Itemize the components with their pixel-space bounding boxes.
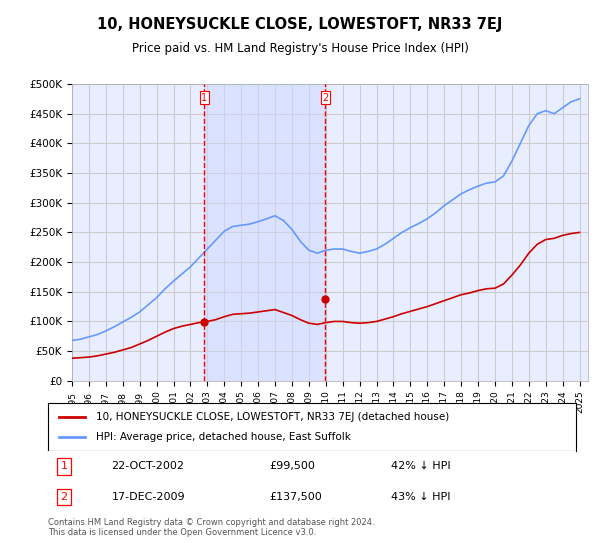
Text: 10, HONEYSUCKLE CLOSE, LOWESTOFT, NR33 7EJ (detached house): 10, HONEYSUCKLE CLOSE, LOWESTOFT, NR33 7… bbox=[95, 412, 449, 422]
Text: £99,500: £99,500 bbox=[270, 461, 316, 471]
Text: £137,500: £137,500 bbox=[270, 492, 323, 502]
Text: Contains HM Land Registry data © Crown copyright and database right 2024.
This d: Contains HM Land Registry data © Crown c… bbox=[48, 518, 374, 538]
Bar bbox=[204, 84, 325, 381]
Text: 43% ↓ HPI: 43% ↓ HPI bbox=[391, 492, 451, 502]
Text: 42% ↓ HPI: 42% ↓ HPI bbox=[391, 461, 451, 471]
Text: 1: 1 bbox=[61, 461, 67, 471]
Text: 22-OCT-2002: 22-OCT-2002 bbox=[112, 461, 184, 471]
Text: 17-DEC-2009: 17-DEC-2009 bbox=[112, 492, 185, 502]
Text: Price paid vs. HM Land Registry's House Price Index (HPI): Price paid vs. HM Land Registry's House … bbox=[131, 42, 469, 55]
Text: 10, HONEYSUCKLE CLOSE, LOWESTOFT, NR33 7EJ: 10, HONEYSUCKLE CLOSE, LOWESTOFT, NR33 7… bbox=[97, 17, 503, 32]
Text: 2: 2 bbox=[60, 492, 67, 502]
Text: 2: 2 bbox=[322, 93, 328, 103]
Text: HPI: Average price, detached house, East Suffolk: HPI: Average price, detached house, East… bbox=[95, 432, 350, 442]
Text: 1: 1 bbox=[201, 93, 207, 103]
